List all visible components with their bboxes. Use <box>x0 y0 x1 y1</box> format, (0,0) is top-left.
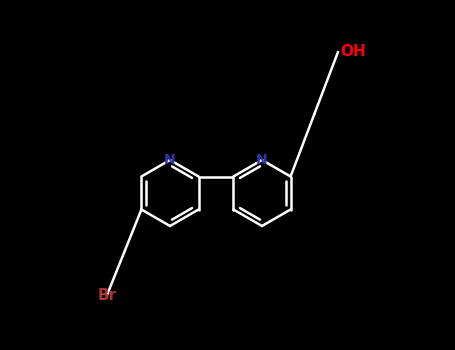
Text: N: N <box>164 153 176 167</box>
Text: Br: Br <box>97 287 116 302</box>
Text: OH: OH <box>340 44 366 60</box>
Text: N: N <box>256 153 268 167</box>
